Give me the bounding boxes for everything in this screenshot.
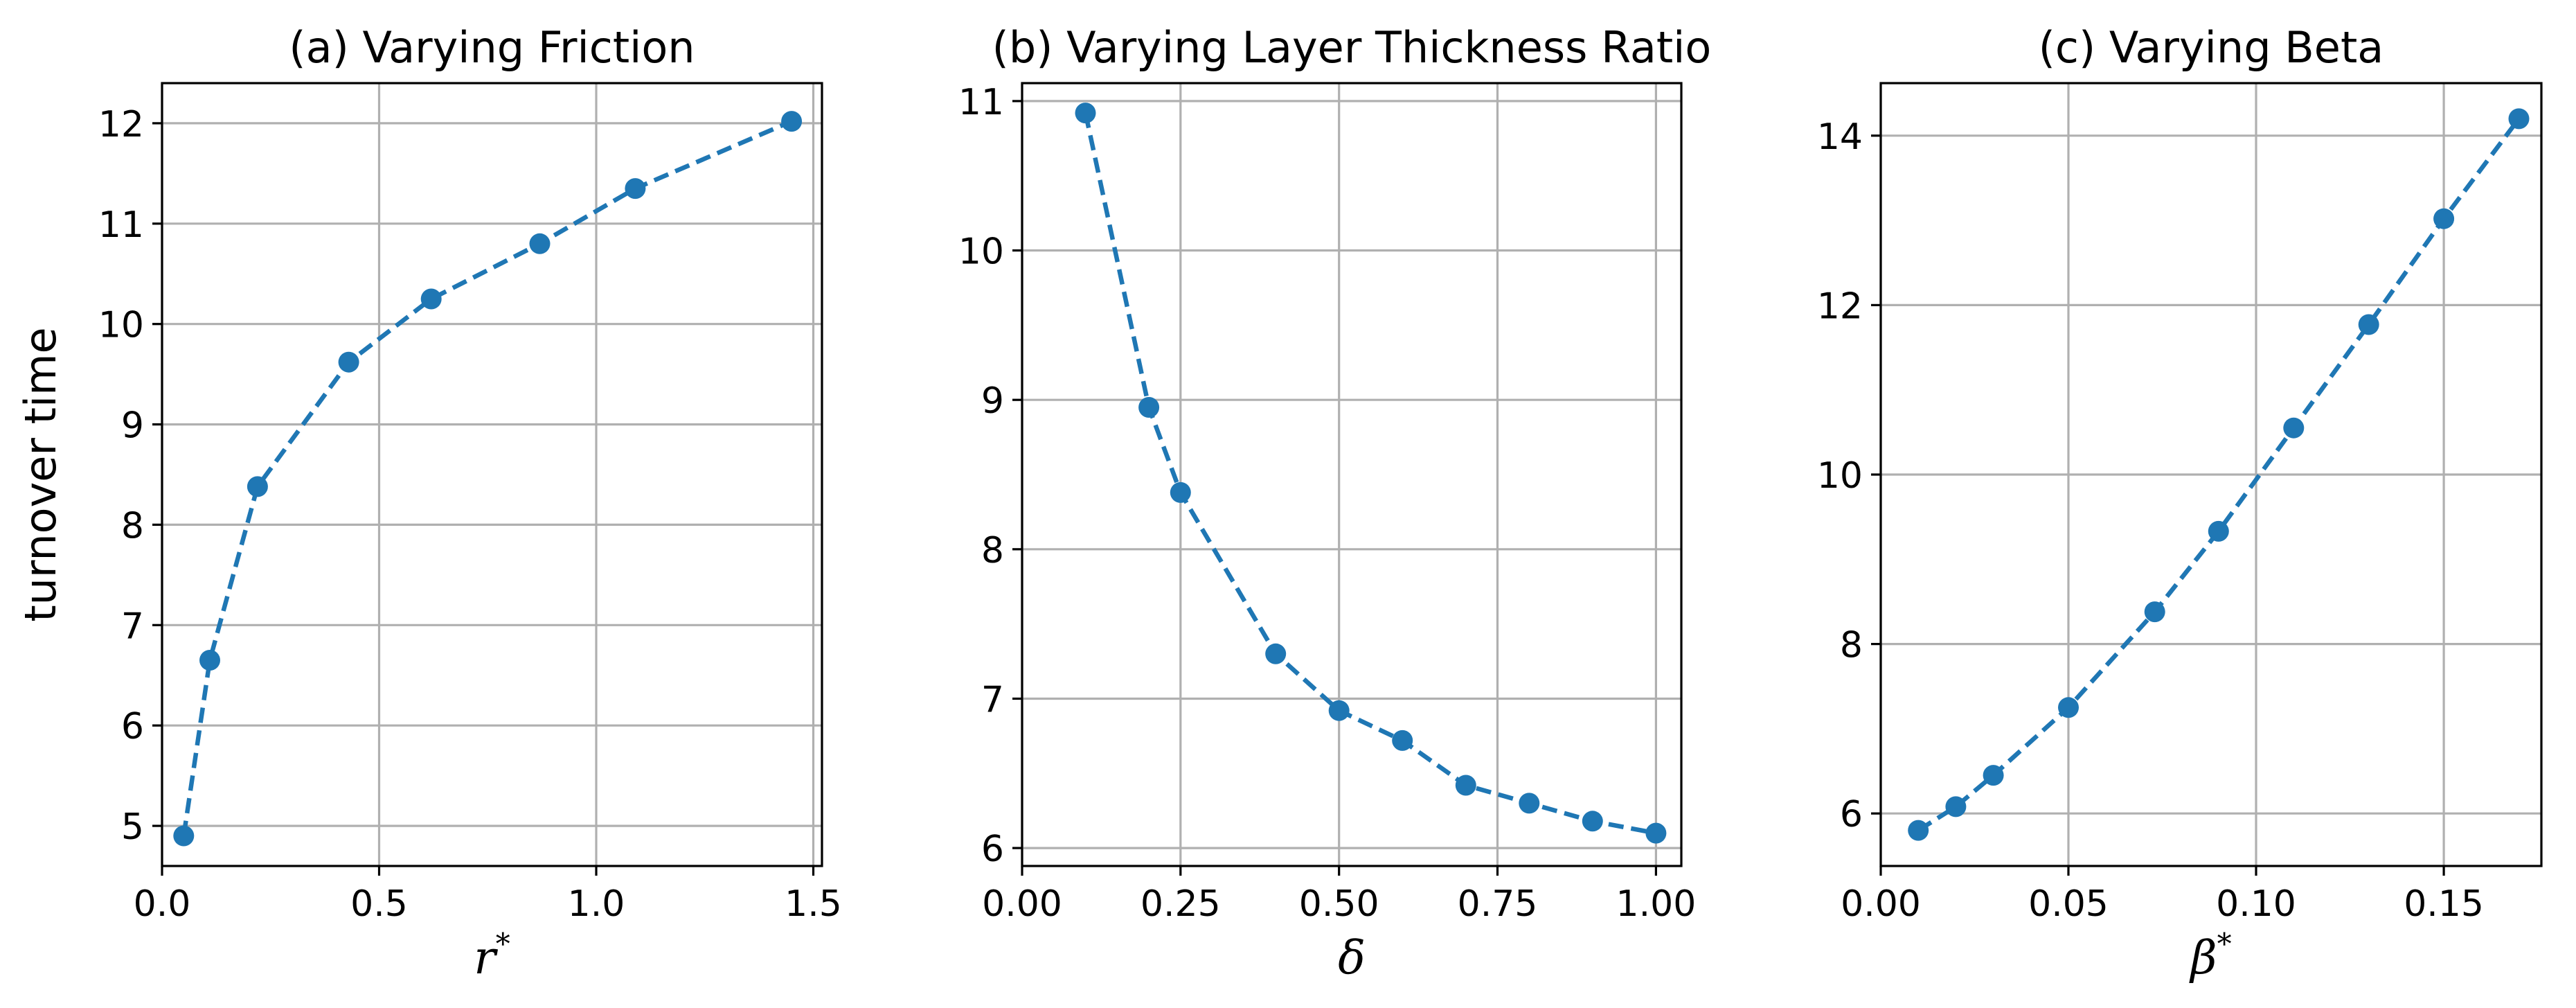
data-point xyxy=(1983,765,2004,786)
x-tick-label: 0.75 xyxy=(1458,883,1538,925)
x-tick-label: 0.25 xyxy=(1141,883,1221,925)
y-tick-label: 7 xyxy=(981,680,1004,721)
panel-c-beta: 0.00 0.05 0.10 0.15 6 8 10 12 14 (c) Varying Bet… xyxy=(1817,22,2543,984)
data-points xyxy=(173,111,803,847)
y-tick-label: 14 xyxy=(1817,116,1863,158)
y-tick-label: 6 xyxy=(981,829,1004,870)
y-tick-label: 9 xyxy=(981,380,1004,422)
panel-title: (a) Varying Friction xyxy=(289,22,695,73)
plot-frame xyxy=(161,82,823,867)
x-tick-label: 0.5 xyxy=(350,883,408,925)
x-axis-superscript: * xyxy=(2217,927,2232,961)
data-point xyxy=(1170,481,1191,503)
data-point xyxy=(781,111,803,132)
axis-ticks: 0.00 0.05 0.10 0.15 6 8 10 12 14 xyxy=(1817,116,2484,925)
data-point xyxy=(1645,822,1667,844)
x-tick-label: 0.50 xyxy=(1299,883,1379,925)
data-point xyxy=(1328,700,1350,721)
y-tick-label: 10 xyxy=(958,231,1004,273)
panel-title: (c) Varying Beta xyxy=(2039,22,2384,73)
y-tick-label: 11 xyxy=(98,204,144,246)
x-tick-label: 0.05 xyxy=(2028,883,2109,925)
x-axis-label: r* xyxy=(474,927,510,984)
x-tick-label: 0.15 xyxy=(2404,883,2484,925)
y-tick-label: 11 xyxy=(958,82,1004,123)
y-tick-label: 12 xyxy=(1817,285,1863,327)
y-tick-label: 8 xyxy=(1840,625,1863,666)
data-point xyxy=(420,288,442,310)
series-line xyxy=(1083,112,1657,835)
data-point xyxy=(2358,314,2379,335)
y-tick-label: 9 xyxy=(121,405,144,447)
data-point xyxy=(199,650,220,671)
x-axis-symbol: δ xyxy=(1338,931,1366,984)
axis-ticks: 0.0 0.5 1.0 1.5 5 6 7 8 9 10 11 12 xyxy=(98,104,842,925)
data-point xyxy=(2283,417,2305,439)
data-point xyxy=(2144,601,2165,623)
data-point xyxy=(1138,397,1160,418)
data-point xyxy=(173,825,195,847)
data-point xyxy=(1519,793,1540,814)
y-tick-label: 7 xyxy=(121,605,144,647)
data-point xyxy=(529,233,551,254)
data-points xyxy=(1075,103,1667,844)
x-tick-label: 0.00 xyxy=(1841,883,1921,925)
data-point xyxy=(2508,108,2530,130)
x-tick-label: 1.5 xyxy=(785,883,842,925)
y-tick-label: 10 xyxy=(98,305,144,346)
x-axis-symbol: r xyxy=(474,931,498,984)
y-tick-label: 5 xyxy=(121,806,144,848)
data-point xyxy=(625,178,646,200)
x-axis-label: β* xyxy=(2188,927,2231,984)
x-tick-label: 0.10 xyxy=(2216,883,2296,925)
y-tick-label: 12 xyxy=(98,104,144,145)
data-point xyxy=(338,351,359,373)
axis-ticks: 0.00 0.25 0.50 0.75 1.00 6 7 8 9 10 11 xyxy=(958,82,1696,925)
x-axis-superscript: * xyxy=(496,927,510,961)
y-tick-label: 8 xyxy=(981,530,1004,572)
data-point xyxy=(1265,643,1287,664)
panel-a-friction: 0.0 0.5 1.0 1.5 5 6 7 8 9 10 11 12 (a) Varying Fric… xyxy=(15,22,842,984)
x-axis-label: δ xyxy=(1338,931,1366,984)
data-points xyxy=(1908,108,2530,841)
y-tick-label: 10 xyxy=(1817,455,1863,497)
plot-frame xyxy=(1021,82,1683,867)
x-tick-label: 1.0 xyxy=(568,883,625,925)
panel-title: (b) Varying Layer Thickness Ratio xyxy=(992,22,1712,73)
data-point xyxy=(1075,103,1096,124)
data-point xyxy=(1392,730,1413,751)
panel-b-layer-thickness: 0.00 0.25 0.50 0.75 1.00 6 7 8 9 10 11 (b) Varying… xyxy=(958,22,1712,984)
x-axis-symbol: β xyxy=(2188,931,2217,984)
series-line xyxy=(1917,117,2521,833)
series-line xyxy=(181,119,793,836)
y-tick-label: 6 xyxy=(121,706,144,748)
grid xyxy=(1021,83,1681,866)
y-tick-label: 6 xyxy=(1840,794,1863,835)
data-point xyxy=(2208,520,2229,542)
data-point xyxy=(247,476,268,497)
x-tick-label: 1.00 xyxy=(1616,883,1697,925)
x-tick-label: 0.0 xyxy=(134,883,191,925)
data-point xyxy=(1908,820,1929,841)
data-point xyxy=(2058,697,2079,718)
y-axis-label: turnover time xyxy=(15,327,66,621)
x-tick-label: 0.00 xyxy=(982,883,1062,925)
data-point xyxy=(1455,775,1476,796)
data-point xyxy=(1582,811,1603,832)
data-point xyxy=(1945,796,1967,817)
y-tick-label: 8 xyxy=(121,505,144,547)
data-point xyxy=(2433,208,2455,229)
